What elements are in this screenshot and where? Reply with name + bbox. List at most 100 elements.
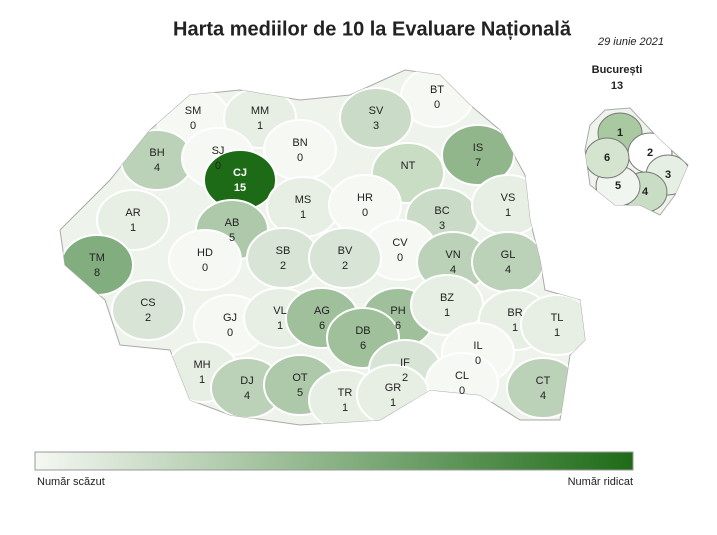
region-labels: SM0MM1BT0SV3IS7BH4SJ0BN0CJ15NTBC3VS1AR1M… bbox=[89, 84, 563, 414]
county-value: 1 bbox=[277, 320, 283, 332]
county-code: DB bbox=[355, 325, 370, 337]
county-code: MM bbox=[251, 105, 269, 117]
county-code: BN bbox=[292, 137, 307, 149]
sector bbox=[585, 137, 630, 179]
county bbox=[471, 231, 545, 293]
county-value: 5 bbox=[297, 387, 303, 399]
county-code: MS bbox=[295, 194, 312, 206]
sector-label: 6 bbox=[604, 152, 610, 164]
county-code: IF bbox=[400, 357, 410, 369]
county-code: PH bbox=[390, 305, 405, 317]
county bbox=[96, 189, 170, 251]
county bbox=[168, 229, 242, 291]
county bbox=[471, 174, 545, 236]
county-value: 0 bbox=[362, 207, 368, 219]
sector-label: 1 bbox=[617, 127, 623, 139]
legend-high: Număr ridicat bbox=[568, 476, 633, 488]
county-value: 2 bbox=[402, 372, 408, 384]
county-code: SJ bbox=[212, 145, 225, 157]
county-code: BR bbox=[507, 307, 522, 319]
county-code: VL bbox=[273, 305, 286, 317]
county-code: SB bbox=[276, 245, 291, 257]
county-code: AB bbox=[225, 217, 240, 229]
bucharest-label: București bbox=[592, 64, 643, 76]
county-value: 0 bbox=[215, 160, 221, 172]
regions bbox=[60, 70, 585, 425]
county-code: BZ bbox=[440, 292, 454, 304]
county-code: TR bbox=[338, 387, 353, 399]
county-code: VS bbox=[501, 192, 516, 204]
county-value: 6 bbox=[395, 320, 401, 332]
date: 29 iunie 2021 bbox=[597, 36, 664, 48]
county-code: SV bbox=[369, 105, 384, 117]
county-value: 4 bbox=[244, 390, 250, 402]
county-code: MH bbox=[193, 359, 210, 371]
county-value: 4 bbox=[154, 162, 160, 174]
county-value: 0 bbox=[297, 152, 303, 164]
county bbox=[339, 87, 413, 149]
county bbox=[111, 279, 185, 341]
county-value: 4 bbox=[450, 264, 456, 276]
county-value: 0 bbox=[459, 385, 465, 397]
county-value: 2 bbox=[342, 260, 348, 272]
county-code: OT bbox=[292, 372, 308, 384]
county-value: 2 bbox=[145, 312, 151, 324]
county bbox=[308, 227, 382, 289]
county-code: IS bbox=[473, 142, 483, 154]
legend-bar bbox=[34, 451, 634, 471]
county-value: 1 bbox=[505, 207, 511, 219]
county-code: TL bbox=[551, 312, 564, 324]
county-code: GR bbox=[385, 382, 402, 394]
county-value: 15 bbox=[234, 182, 246, 194]
county-value: 7 bbox=[475, 157, 481, 169]
sector-label: 2 bbox=[647, 147, 653, 159]
county-code: AR bbox=[125, 207, 140, 219]
county-value: 0 bbox=[190, 120, 196, 132]
county-value: 1 bbox=[390, 397, 396, 409]
county-value: 3 bbox=[373, 120, 379, 132]
county-value: 1 bbox=[199, 374, 205, 386]
county-code: AG bbox=[314, 305, 330, 317]
county-code: CV bbox=[392, 237, 408, 249]
county-value: 8 bbox=[94, 267, 100, 279]
sector-label: 3 bbox=[665, 169, 671, 181]
county-value: 5 bbox=[229, 232, 235, 244]
county-value: 3 bbox=[439, 220, 445, 232]
county-value: 1 bbox=[130, 222, 136, 234]
sectors bbox=[585, 112, 688, 213]
bucharest-value: 13 bbox=[611, 80, 623, 92]
sector-label: 4 bbox=[642, 186, 649, 198]
county-code: GL bbox=[501, 249, 516, 261]
county-value: 4 bbox=[505, 264, 511, 276]
county-code: SM bbox=[185, 105, 202, 117]
sector-label: 5 bbox=[615, 180, 621, 192]
county-value: 1 bbox=[342, 402, 348, 414]
county-code: HR bbox=[357, 192, 373, 204]
county-value: 0 bbox=[202, 262, 208, 274]
county-code: IL bbox=[473, 340, 482, 352]
county-code: DJ bbox=[240, 375, 253, 387]
county-code: CL bbox=[455, 370, 469, 382]
county-value: 1 bbox=[257, 120, 263, 132]
county-value: 1 bbox=[512, 322, 518, 334]
county-value: 0 bbox=[475, 355, 481, 367]
county-value: 0 bbox=[227, 327, 233, 339]
county-value: 1 bbox=[300, 209, 306, 221]
county-value: 1 bbox=[554, 327, 560, 339]
legend-low: Număr scăzut bbox=[37, 476, 105, 488]
county-value: 2 bbox=[280, 260, 286, 272]
county-code: BC bbox=[434, 205, 449, 217]
county-code: BV bbox=[338, 245, 353, 257]
county-code: CS bbox=[140, 297, 155, 309]
county bbox=[520, 294, 585, 356]
county-value: 0 bbox=[397, 252, 403, 264]
county bbox=[425, 352, 499, 414]
county bbox=[60, 234, 134, 296]
county-code: BH bbox=[149, 147, 164, 159]
county-value: 0 bbox=[434, 99, 440, 111]
county-value: 6 bbox=[319, 320, 325, 332]
county-code: BT bbox=[430, 84, 444, 96]
title: Harta mediilor de 10 la Evaluare Naționa… bbox=[173, 18, 572, 40]
